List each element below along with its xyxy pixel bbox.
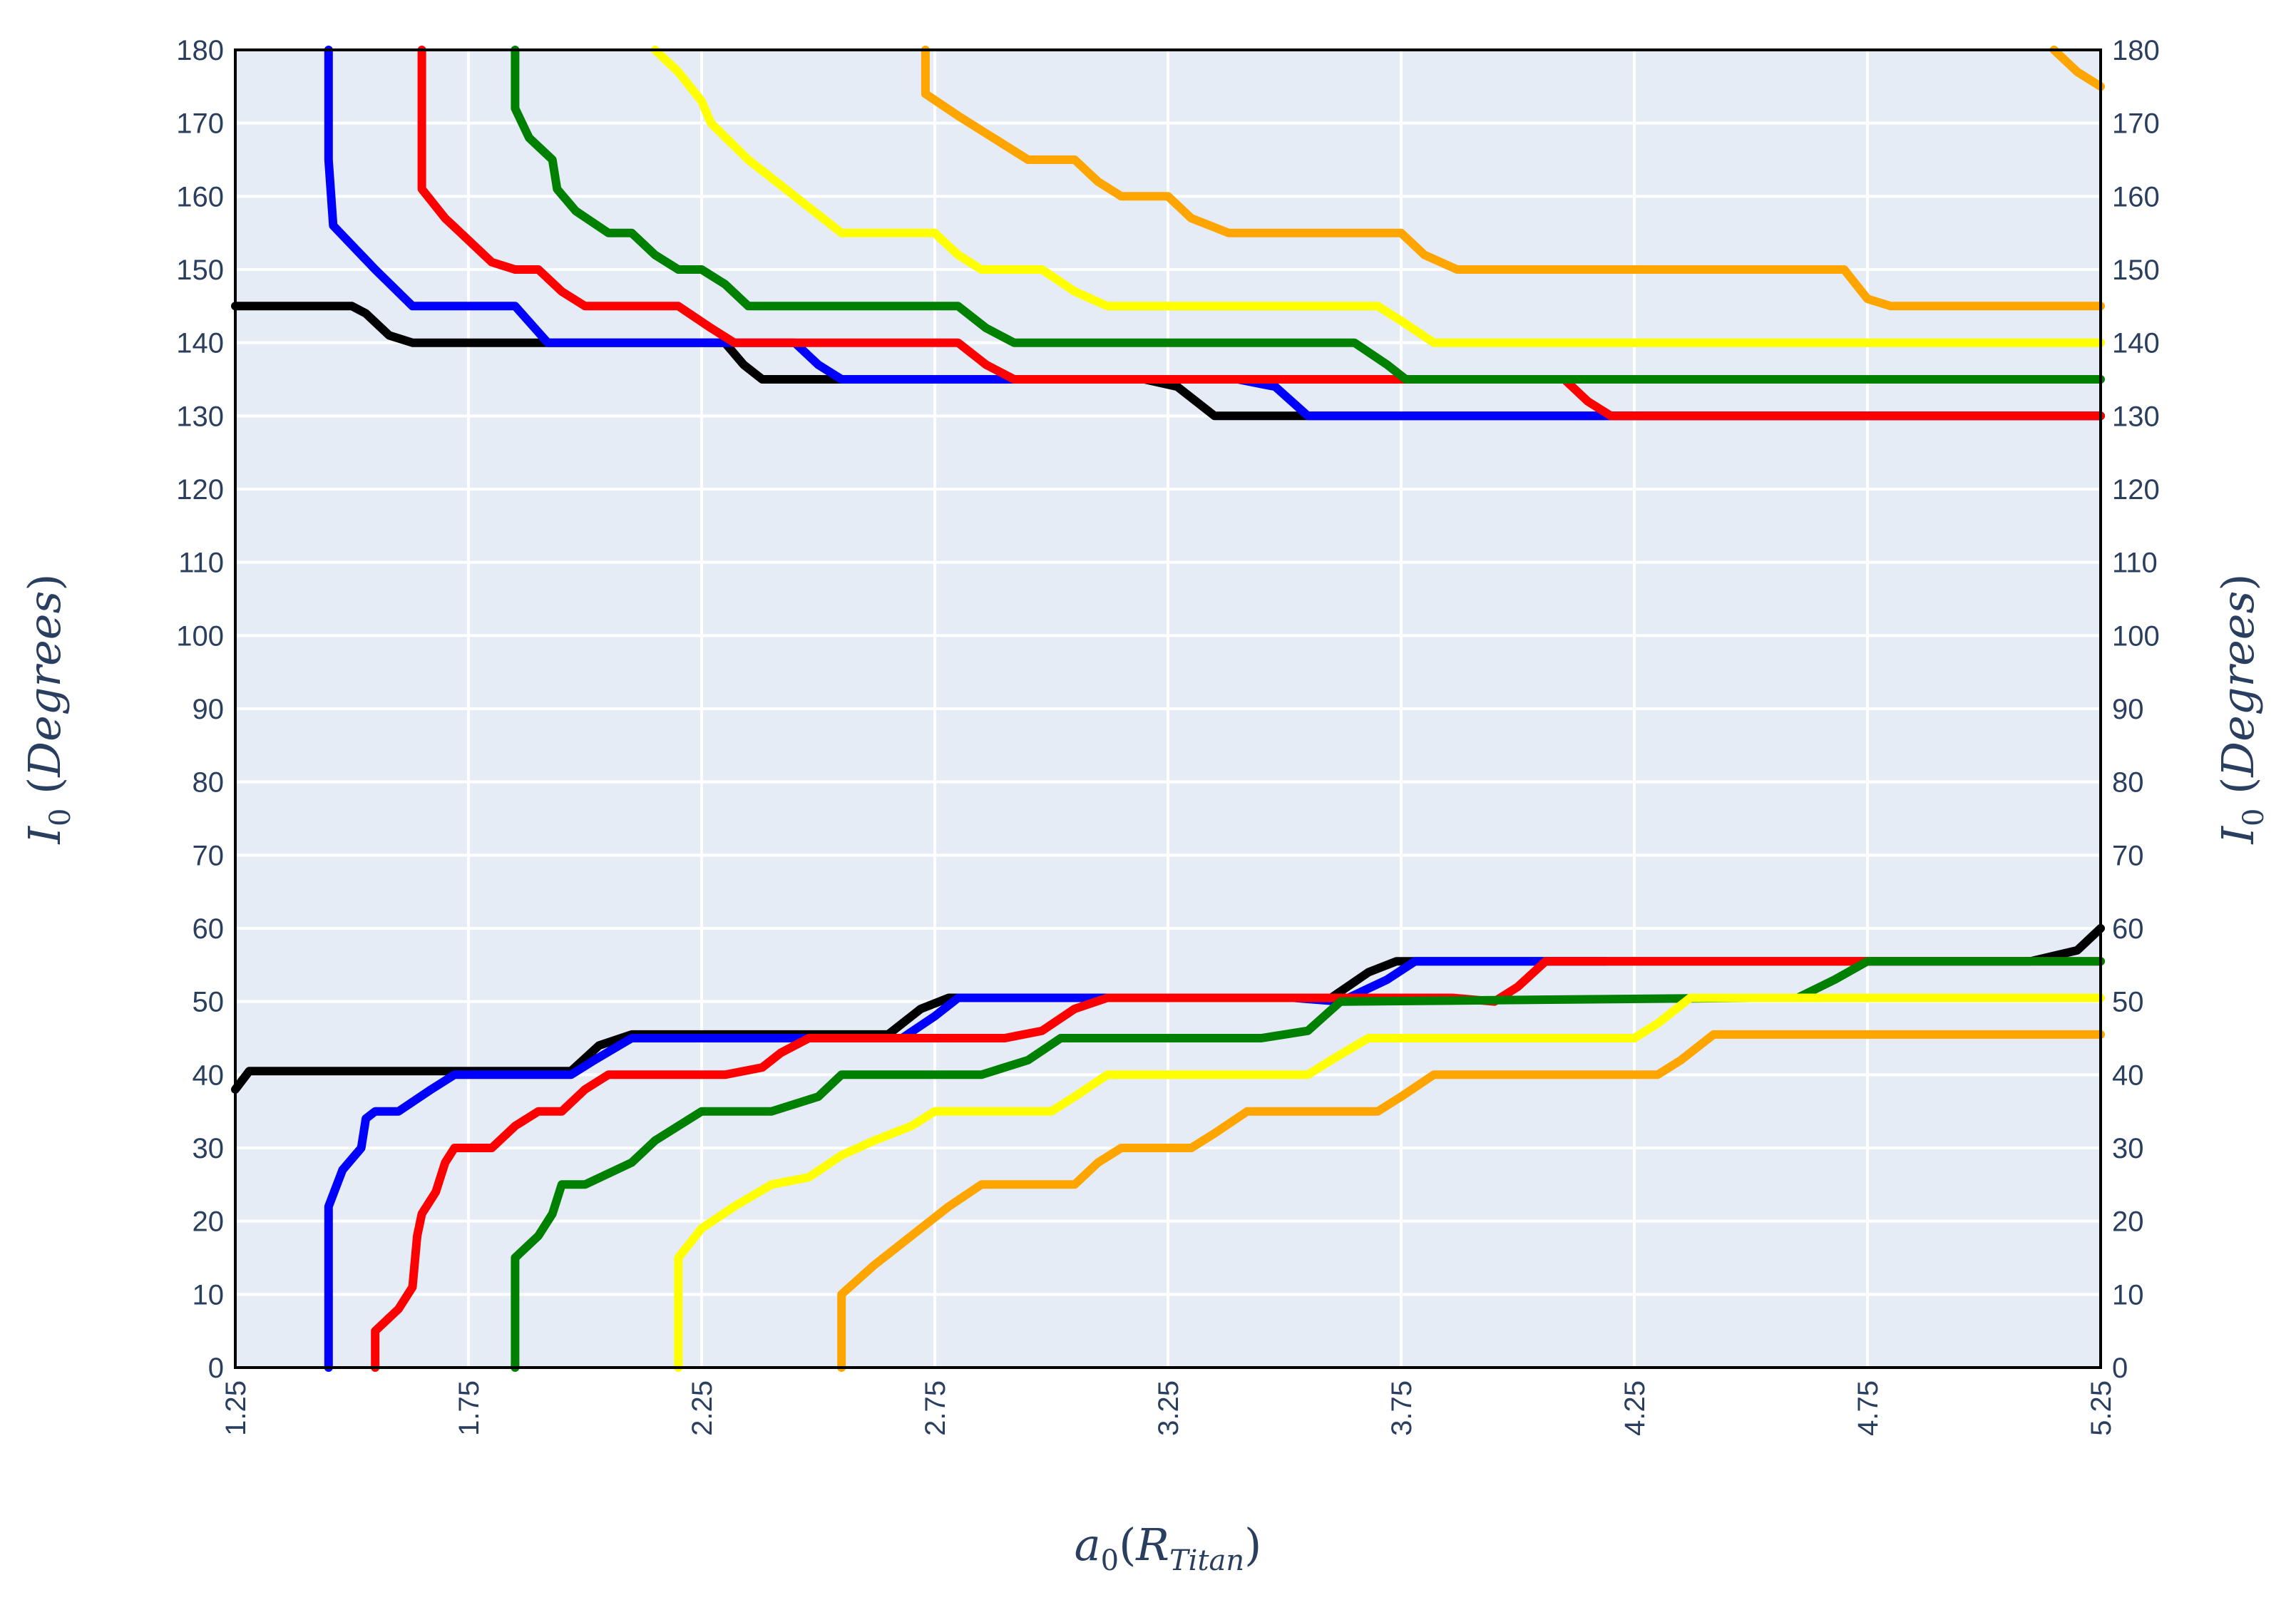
tick-labels: 1.25 1.75 2.25 2.75 3.25 3.75 4.25 4.75 5.250 010… (176, 35, 2160, 1436)
y-tick-label-left: 110 (178, 548, 224, 579)
y-tick-label-left: 170 (176, 108, 224, 140)
x-tick-label: 3.75 (1386, 1380, 1418, 1436)
y-tick-label-right: 160 (2112, 181, 2160, 212)
y-tick-label-right: 70 (2112, 840, 2144, 871)
y-axis-title-right: I0 (Degrees) (2212, 574, 2270, 845)
x-tick-label: 1.25 (220, 1380, 252, 1436)
y-tick-label-right: 60 (2112, 913, 2144, 945)
y-tick-label-left: 180 (176, 35, 224, 66)
x-tick-label: 2.75 (920, 1380, 951, 1436)
series-line (921, 46, 2105, 311)
y-tick-label-left: 90 (193, 694, 225, 725)
y-tick-label-right: 120 (2112, 474, 2160, 506)
y-tick-label-right: 10 (2112, 1279, 2144, 1311)
series-6 (837, 46, 2105, 1372)
series-layer (231, 46, 2105, 1372)
plot-frame (234, 48, 2102, 1369)
y-axis-title-left: I0 (Degrees) (19, 574, 77, 845)
y-tick-label-left: 50 (193, 987, 225, 1018)
y-tick-label-right: 0 (2112, 1353, 2128, 1384)
y-tick-label-left: 0 (208, 1353, 224, 1384)
y-tick-label-left: 140 (176, 328, 224, 359)
y-tick-label-right: 50 (2112, 987, 2144, 1018)
y-tick-label-right: 90 (2112, 694, 2144, 725)
series-line (837, 1030, 2105, 1372)
series-line (650, 46, 2105, 347)
x-axis-title: a0(RTitan) (1075, 1519, 1262, 1577)
y-tick-label-left: 30 (193, 1133, 225, 1164)
y-tick-label-left: 120 (176, 474, 224, 506)
y-tick-label-left: 20 (193, 1206, 225, 1238)
y-tick-label-right: 30 (2112, 1133, 2144, 1164)
x-tick-label: 1.75 (453, 1380, 485, 1436)
y-tick-label-left: 100 (176, 620, 224, 652)
series-line (2049, 46, 2105, 91)
y-tick-label-left: 70 (193, 840, 225, 871)
y-tick-label-right: 80 (2112, 767, 2144, 799)
x-tick-label: 4.75 (1852, 1380, 1884, 1436)
y-tick-label-right: 40 (2112, 1060, 2144, 1091)
y-tick-label-right: 140 (2112, 328, 2160, 359)
x-tick-label: 3.25 (1153, 1380, 1184, 1436)
x-tick-label: 5.25 (2086, 1380, 2117, 1436)
x-tick-label: 2.25 (687, 1380, 718, 1436)
y-tick-label-left: 150 (176, 255, 224, 286)
series-5 (650, 46, 2105, 1372)
y-tick-label-left: 60 (193, 913, 225, 945)
y-tick-label-right: 20 (2112, 1206, 2144, 1238)
y-tick-label-right: 170 (2112, 108, 2160, 140)
series-line (674, 993, 2105, 1372)
y-tick-label-left: 10 (193, 1279, 225, 1311)
y-tick-label-right: 180 (2112, 35, 2160, 66)
y-tick-label-right: 100 (2112, 620, 2160, 652)
y-tick-label-right: 130 (2112, 401, 2160, 432)
y-tick-label-left: 130 (176, 401, 224, 432)
y-tick-label-left: 40 (193, 1060, 225, 1091)
y-tick-label-right: 150 (2112, 255, 2160, 286)
y-tick-label-left: 80 (193, 767, 225, 799)
x-tick-label: 4.25 (1619, 1380, 1651, 1436)
y-tick-label-right: 110 (2112, 548, 2158, 579)
y-tick-label-left: 160 (176, 181, 224, 212)
series-line (511, 46, 2105, 384)
